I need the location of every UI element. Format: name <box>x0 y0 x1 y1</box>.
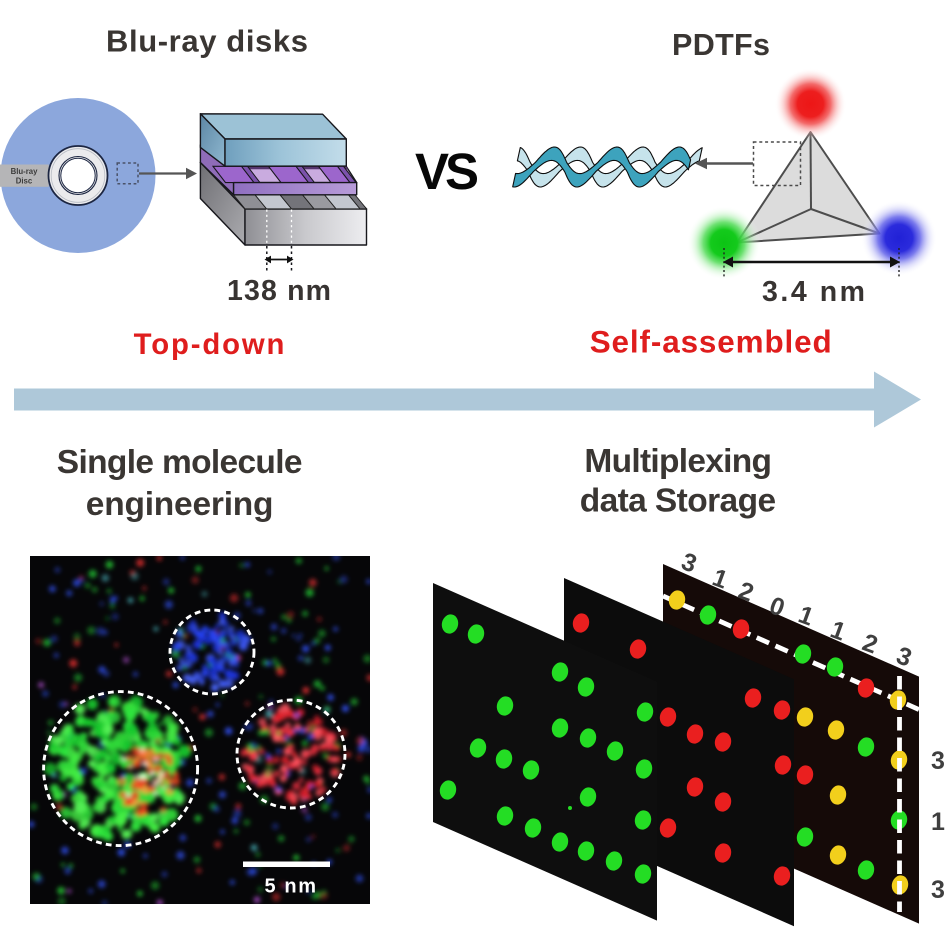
svg-text:5 nm: 5 nm <box>265 876 317 898</box>
svg-text:Disc: Disc <box>16 177 33 186</box>
svg-text:3: 3 <box>931 876 945 904</box>
svg-text:3: 3 <box>931 747 945 775</box>
svg-text:PDTFs: PDTFs <box>672 28 770 62</box>
svg-text:Self-assembled: Self-assembled <box>590 324 832 359</box>
svg-text:data Storage: data Storage <box>580 483 776 520</box>
svg-text:1: 1 <box>827 615 850 646</box>
svg-text:138 nm: 138 nm <box>227 275 331 307</box>
svg-text:Single molecule: Single molecule <box>57 444 303 481</box>
svg-text:3: 3 <box>678 547 701 578</box>
svg-text:1: 1 <box>709 563 732 594</box>
svg-text:3: 3 <box>893 641 916 672</box>
svg-text:1: 1 <box>795 600 818 631</box>
svg-text:2: 2 <box>735 576 758 607</box>
svg-text:Blu-ray: Blu-ray <box>11 167 39 176</box>
svg-text:engineering: engineering <box>86 486 274 523</box>
svg-text:Multiplexing: Multiplexing <box>584 443 772 480</box>
svg-text:VS: VS <box>415 143 479 200</box>
svg-text:Blu-ray disks: Blu-ray disks <box>106 24 308 59</box>
svg-text:3.4 nm: 3.4 nm <box>762 276 865 308</box>
svg-text:2: 2 <box>859 628 882 659</box>
svg-text:1: 1 <box>931 808 945 836</box>
svg-text:Top-down: Top-down <box>134 328 285 361</box>
